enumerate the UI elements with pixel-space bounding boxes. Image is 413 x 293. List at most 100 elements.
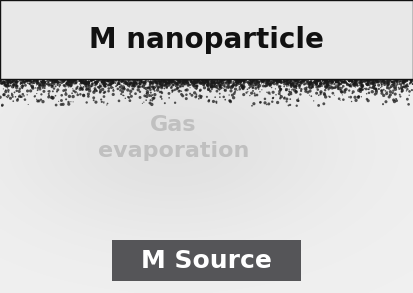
Point (258, 77, 265, 82)
Point (124, 81, 131, 86)
Point (101, 75, 107, 80)
Point (93, 100, 99, 105)
Point (0, 81, 5, 86)
Point (250, 78, 257, 83)
Point (66, 78, 73, 82)
Point (165, 73, 171, 78)
Point (129, 76, 135, 80)
Point (179, 93, 186, 98)
Point (148, 94, 154, 99)
Point (176, 78, 183, 82)
Point (185, 81, 191, 85)
Point (353, 73, 359, 78)
Point (30, 78, 36, 83)
Point (221, 78, 228, 83)
Point (290, 77, 297, 82)
Point (0, 103, 6, 108)
Point (278, 79, 284, 84)
Point (135, 84, 141, 89)
Point (323, 95, 329, 99)
Point (205, 77, 212, 81)
Point (298, 88, 304, 93)
Point (264, 77, 271, 82)
Point (117, 88, 124, 93)
Point (49, 81, 56, 86)
Point (158, 84, 165, 88)
Point (252, 80, 259, 85)
Point (236, 75, 242, 79)
Point (292, 79, 299, 84)
Point (154, 79, 160, 84)
Point (262, 100, 268, 105)
Point (401, 79, 408, 83)
Point (388, 82, 395, 87)
Point (265, 81, 271, 86)
Point (115, 81, 121, 86)
Point (381, 80, 388, 85)
Point (367, 85, 373, 90)
Point (26, 78, 32, 82)
Point (73, 80, 79, 85)
Point (278, 94, 285, 99)
Point (246, 86, 252, 90)
Point (66, 81, 73, 86)
Point (116, 81, 122, 86)
Point (128, 74, 135, 79)
Point (163, 79, 170, 83)
Point (309, 80, 315, 85)
Point (5, 81, 11, 86)
Point (13, 88, 20, 93)
Point (291, 83, 297, 88)
Point (71, 81, 78, 85)
Point (361, 86, 368, 91)
Point (9, 94, 16, 99)
Point (322, 76, 329, 81)
Point (337, 86, 343, 91)
Point (196, 81, 202, 86)
Point (197, 73, 203, 78)
Point (122, 79, 128, 84)
Point (205, 99, 212, 103)
Point (252, 84, 259, 88)
Point (319, 71, 326, 76)
Point (140, 100, 147, 105)
Point (70, 100, 76, 104)
Point (62, 76, 69, 81)
Point (343, 80, 349, 85)
Point (30, 79, 37, 83)
Point (109, 77, 115, 82)
Point (195, 78, 202, 82)
Point (136, 80, 143, 85)
Point (361, 74, 368, 79)
Point (374, 76, 381, 81)
Point (351, 76, 358, 81)
Point (187, 78, 193, 83)
Point (225, 78, 232, 83)
Point (297, 80, 304, 85)
Point (284, 80, 290, 84)
Point (207, 74, 214, 79)
Point (406, 93, 413, 98)
Point (394, 75, 401, 79)
Point (328, 84, 335, 89)
Point (135, 87, 142, 92)
Point (349, 75, 356, 80)
Point (240, 75, 247, 80)
Point (86, 76, 93, 81)
Point (105, 77, 112, 82)
Point (195, 96, 202, 101)
Point (384, 90, 390, 94)
Point (33, 71, 40, 76)
Point (52, 93, 59, 98)
Point (38, 76, 45, 80)
Point (289, 76, 296, 81)
Point (341, 90, 348, 94)
Point (335, 82, 342, 87)
Point (9, 84, 16, 89)
Point (109, 78, 115, 82)
Point (88, 78, 95, 82)
Point (379, 82, 385, 87)
Point (17, 79, 24, 84)
Point (380, 77, 387, 82)
Point (125, 94, 131, 99)
